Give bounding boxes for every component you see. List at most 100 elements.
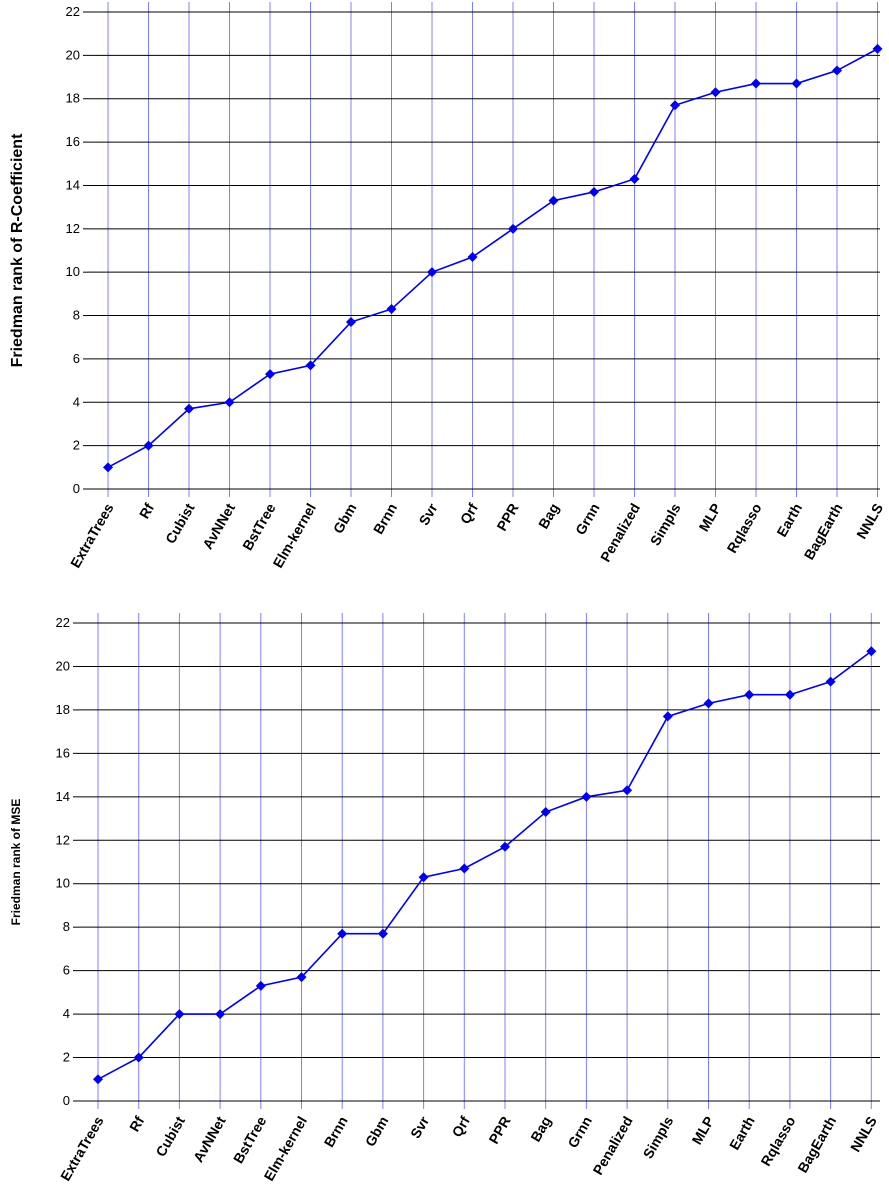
y-tick-label: 8	[63, 919, 70, 934]
y-tick-label: 14	[56, 789, 70, 804]
x-category-label: Grnn	[564, 1114, 595, 1151]
x-category-label: AvNNet	[190, 1113, 229, 1165]
x-category-label: AvNNet	[199, 500, 238, 552]
data-point	[377, 928, 388, 939]
data-point	[581, 791, 592, 802]
x-category-label: BstTree	[230, 1113, 270, 1166]
y-tick-label: 10	[66, 264, 80, 279]
series-line	[97, 650, 872, 1080]
data-point	[143, 440, 154, 451]
y-tick-label: 16	[56, 745, 70, 760]
x-category-label: Qrf	[449, 1113, 474, 1139]
data-point	[500, 841, 510, 852]
data-point	[265, 369, 275, 380]
chart-mse: 0 2 4 6 8 10 12 14 16 18 20 22 Friedman rank of MSE E…	[9, 613, 880, 1184]
y-tick-label: 0	[73, 481, 80, 496]
y-tick-label: 2	[63, 1050, 70, 1065]
data-point	[670, 100, 680, 111]
y-tick-label: 22	[66, 4, 80, 19]
data-point	[386, 304, 397, 315]
y-tick-label: 20	[56, 658, 70, 673]
series-line	[107, 48, 878, 469]
x-category-label: NNLS	[853, 501, 886, 542]
x-category-label: Brnn	[321, 1114, 351, 1150]
x-category-label: Earth	[726, 1114, 758, 1153]
data-point	[548, 195, 559, 206]
x-category-label: Bag	[527, 1114, 554, 1145]
x-category-label: Rqlasso	[757, 1114, 798, 1169]
x-category-label: PPR	[493, 501, 521, 534]
x-category-label: Cubist	[152, 1113, 188, 1159]
x-category-label: ExtraTrees	[57, 1113, 107, 1183]
data-point	[508, 223, 518, 234]
data-point	[629, 173, 640, 184]
data-point	[215, 1009, 226, 1020]
x-category-label: Grnn	[572, 501, 603, 538]
data-point	[751, 78, 761, 89]
x-category-label: Cubist	[162, 500, 198, 546]
y-tick-label: 4	[63, 1006, 70, 1021]
y-tick-label: 2	[73, 438, 80, 453]
y-tick-label: 14	[66, 177, 80, 192]
x-category-label: Simpls	[647, 500, 684, 548]
data-point	[427, 267, 437, 278]
x-category-label: NNLS	[847, 1114, 880, 1155]
x-category-label: Penalized	[590, 1114, 636, 1178]
data-point	[174, 1009, 185, 1020]
x-category-label: Svr	[415, 500, 440, 528]
x-category-label: ExtraTrees	[67, 500, 117, 570]
x-category-label: Bag	[535, 501, 562, 532]
y-axis-label: Friedman rank of MSE	[9, 799, 23, 926]
x-category-label: Rf	[136, 500, 157, 521]
y-tick-label: 6	[73, 351, 80, 366]
data-point	[540, 807, 551, 818]
y-tick-label: 8	[73, 308, 80, 323]
x-category-label: Simpls	[640, 1113, 677, 1161]
y-tick-label: 20	[66, 47, 80, 62]
y-axis-label: Friedman rank of R-Coefficient	[9, 133, 26, 367]
data-point	[589, 186, 599, 197]
data-point	[622, 785, 633, 796]
data-point	[255, 980, 266, 991]
x-category-label: BagEarth	[801, 501, 846, 563]
data-point	[791, 78, 802, 89]
data-point	[93, 1074, 103, 1085]
data-point	[418, 872, 429, 883]
data-point	[133, 1052, 144, 1063]
x-category-label: Svr	[407, 1113, 432, 1141]
data-point	[305, 360, 316, 371]
data-point	[337, 928, 348, 939]
x-category-label: BstTree	[239, 500, 279, 553]
y-tick-label: 18	[56, 702, 70, 717]
data-point	[744, 689, 755, 700]
data-point	[346, 317, 356, 328]
y-tick-label: 22	[56, 615, 70, 630]
data-point	[872, 43, 883, 54]
x-category-label: Brnn	[370, 501, 400, 537]
data-point	[825, 676, 836, 687]
data-point	[184, 403, 194, 414]
data-point	[296, 972, 307, 983]
y-tick-label: 4	[73, 394, 80, 409]
data-point	[459, 863, 470, 874]
x-category-label: Rf	[126, 1113, 147, 1134]
y-tick-label: 6	[63, 963, 70, 978]
y-tick-label: 12	[56, 832, 70, 847]
y-tick-label: 16	[66, 134, 80, 149]
x-category-label: Gbm	[330, 501, 360, 537]
y-tick-label: 12	[66, 221, 80, 236]
x-category-label: BagEarth	[794, 1114, 839, 1176]
data-point	[103, 462, 113, 473]
data-point	[224, 397, 235, 408]
chart-r-coefficient: 0 2 4 6 8 10 12 14 16 18 20 22 Friedman rank of R-Co…	[9, 2, 886, 571]
data-point	[703, 698, 714, 709]
data-point	[784, 689, 795, 700]
x-category-label: PPR	[485, 1114, 513, 1147]
data-point	[866, 646, 877, 657]
y-tick-label: 0	[63, 1093, 70, 1108]
x-category-label: Earth	[773, 501, 805, 540]
y-tick-label: 18	[66, 91, 80, 106]
x-category-label: Gbm	[362, 1114, 392, 1150]
data-point	[467, 252, 478, 263]
